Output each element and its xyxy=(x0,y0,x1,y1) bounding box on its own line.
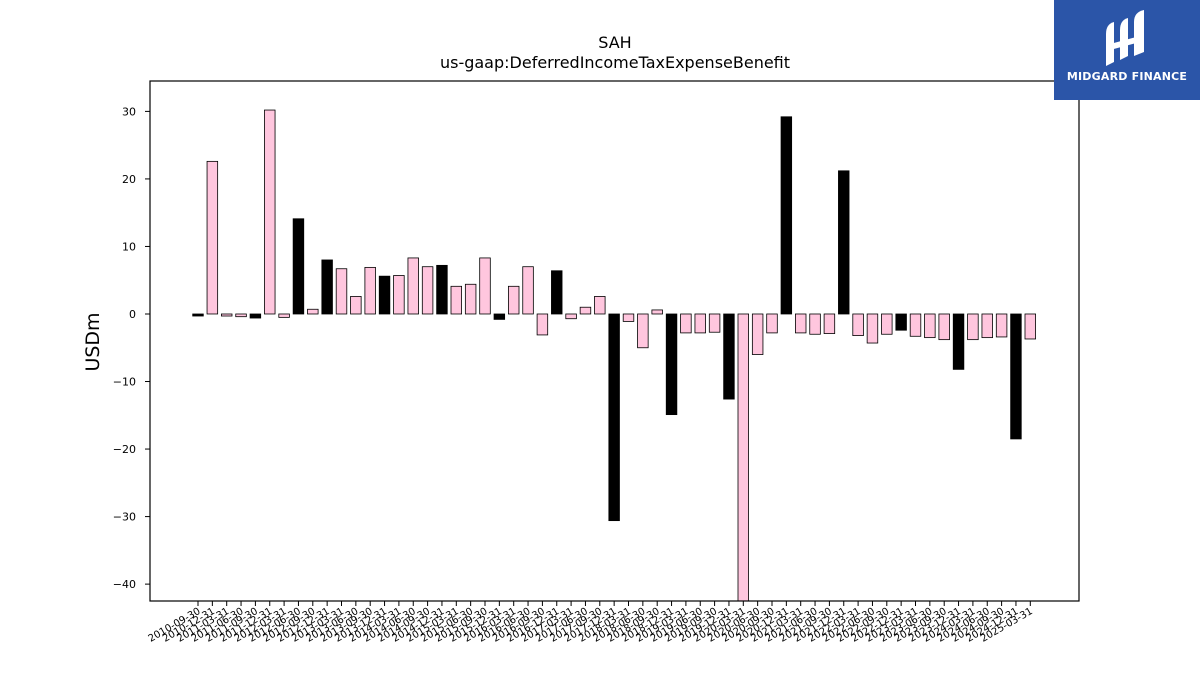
logo-mark-icon xyxy=(1106,10,1144,66)
y-tick-label: 0 xyxy=(129,308,136,321)
bar-2017-06-30 xyxy=(579,306,592,315)
bar-2015-03-31 xyxy=(450,285,463,315)
bar-2019-12-31 xyxy=(723,313,735,400)
bar-2018-09-30 xyxy=(651,309,663,315)
bar-2022-12-31 xyxy=(895,313,907,331)
chart-subtitle: us-gaap:DeferredIncomeTaxExpenseBenefit xyxy=(440,53,790,72)
x-axis-ticks: 2010-09-302010-12-312011-03-312011-06-30… xyxy=(147,601,1035,645)
brand-name: MIDGARD FINANCE xyxy=(1066,70,1188,83)
bar-2019-03-31 xyxy=(680,313,692,334)
bar-2018-06-30 xyxy=(637,313,649,349)
bar-2014-12-31 xyxy=(436,264,448,315)
bar-2019-06-30 xyxy=(694,313,706,334)
bar-2014-09-30 xyxy=(421,266,434,315)
bar-2012-06-30 xyxy=(292,218,305,315)
bar-2020-09-30 xyxy=(766,313,778,334)
bar-2015-09-30 xyxy=(479,257,491,315)
bar-2018-03-31 xyxy=(622,313,635,322)
bar-2016-09-30 xyxy=(536,313,549,336)
bar-2017-09-30 xyxy=(594,296,606,315)
bar-2012-03-31 xyxy=(278,313,290,318)
bar-2024-09-30 xyxy=(995,313,1008,338)
bar-2024-06-30 xyxy=(981,313,993,339)
bar-2013-06-30 xyxy=(350,296,362,315)
y-tick-label: −20 xyxy=(113,443,136,456)
bar-2014-06-30 xyxy=(407,257,419,315)
bar-2017-03-31 xyxy=(565,313,577,320)
y-tick-label: −10 xyxy=(113,376,136,389)
bar-2021-03-31 xyxy=(795,313,807,334)
bar-2021-06-30 xyxy=(809,313,821,335)
bar-2011-06-30 xyxy=(235,313,247,318)
chart-title: SAH xyxy=(598,33,631,52)
bar-2017-12-31 xyxy=(608,313,620,522)
bar-2016-12-31 xyxy=(551,270,563,315)
bar-2022-03-31 xyxy=(852,313,864,336)
bar-2016-06-30 xyxy=(522,266,534,315)
bar-2023-03-31 xyxy=(909,313,922,337)
bar-2012-09-30 xyxy=(307,308,319,315)
bar-2023-12-31 xyxy=(952,313,965,370)
y-axis-label: USDm xyxy=(82,312,104,371)
bar-2022-06-30 xyxy=(866,313,879,344)
bar-2020-03-31 xyxy=(737,313,750,602)
bar-2023-09-30 xyxy=(938,313,950,341)
bar-2025-03-31 xyxy=(1024,313,1037,340)
bar-2020-12-31 xyxy=(780,116,793,315)
bar-2010-09-30 xyxy=(192,313,204,317)
y-axis-ticks: −40 −30 −20 −10 0 10 20 30 xyxy=(113,105,150,591)
bar-2023-06-30 xyxy=(924,313,936,339)
bar-2015-12-31 xyxy=(493,313,506,320)
bar-2011-12-31 xyxy=(264,109,276,315)
bar-2013-09-30 xyxy=(364,266,376,315)
y-tick-label: 20 xyxy=(122,173,136,186)
bar-2020-06-30 xyxy=(751,313,764,355)
bar-2024-03-31 xyxy=(967,313,979,341)
bar-2012-12-31 xyxy=(321,259,333,315)
bar-2021-09-30 xyxy=(823,313,836,334)
bar-2016-03-31 xyxy=(507,285,520,315)
bar-2019-09-30 xyxy=(708,313,721,333)
bar-2021-12-31 xyxy=(838,170,850,315)
y-tick-label: −30 xyxy=(113,511,136,524)
brand-logo: MIDGARD FINANCE xyxy=(1054,0,1200,100)
y-tick-label: 10 xyxy=(122,240,136,253)
bar-2011-03-31 xyxy=(220,313,233,317)
bar-2024-12-31 xyxy=(1010,313,1022,440)
bar-2022-09-30 xyxy=(881,313,893,335)
y-tick-label: −40 xyxy=(113,578,136,591)
bar-2018-12-31 xyxy=(665,313,678,416)
bar-2013-12-31 xyxy=(378,275,391,315)
y-tick-label: 30 xyxy=(122,105,136,118)
bar-2013-03-31 xyxy=(335,268,348,315)
bars-group xyxy=(192,109,1037,602)
plot-frame xyxy=(149,80,1080,602)
bar-2011-09-30 xyxy=(249,313,262,319)
bar-2014-03-31 xyxy=(393,275,405,315)
bar-2015-06-30 xyxy=(464,283,477,315)
bar-2010-12-31 xyxy=(206,160,219,315)
